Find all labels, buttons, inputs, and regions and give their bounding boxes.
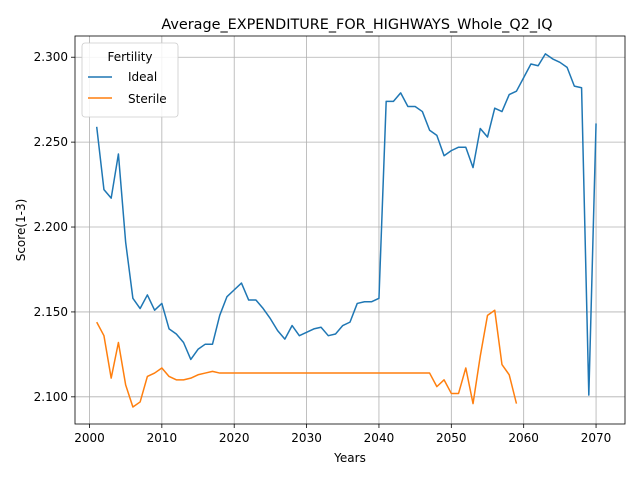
y-tick-label: 2.300 [34,50,68,64]
legend-label-ideal: Ideal [128,70,157,84]
legend-title: Fertility [107,50,152,64]
x-tick-label: 2050 [436,431,467,445]
y-tick-label: 2.250 [34,135,68,149]
x-axis-ticks: 2000 2010 2020 2030 2040 2050 2060 2070 [74,424,611,445]
y-tick-label: 2.150 [34,305,68,319]
legend: Fertility Ideal Sterile [82,43,178,117]
y-axis-label: Score(1-3) [14,199,28,262]
x-tick-label: 2070 [581,431,612,445]
x-tick-label: 2020 [219,431,250,445]
y-tick-label: 2.100 [34,390,68,404]
legend-label-sterile: Sterile [128,92,167,106]
x-tick-label: 2060 [508,431,539,445]
x-tick-label: 2030 [291,431,322,445]
chart-title: Average_EXPENDITURE_FOR_HIGHWAYS_Whole_Q… [161,17,552,33]
x-tick-label: 2040 [364,431,395,445]
y-axis-ticks: 2.100 2.150 2.200 2.250 2.300 [34,50,75,404]
x-tick-label: 2010 [147,431,178,445]
y-tick-label: 2.200 [34,220,68,234]
x-axis-label: Years [333,451,366,465]
x-tick-label: 2000 [74,431,105,445]
